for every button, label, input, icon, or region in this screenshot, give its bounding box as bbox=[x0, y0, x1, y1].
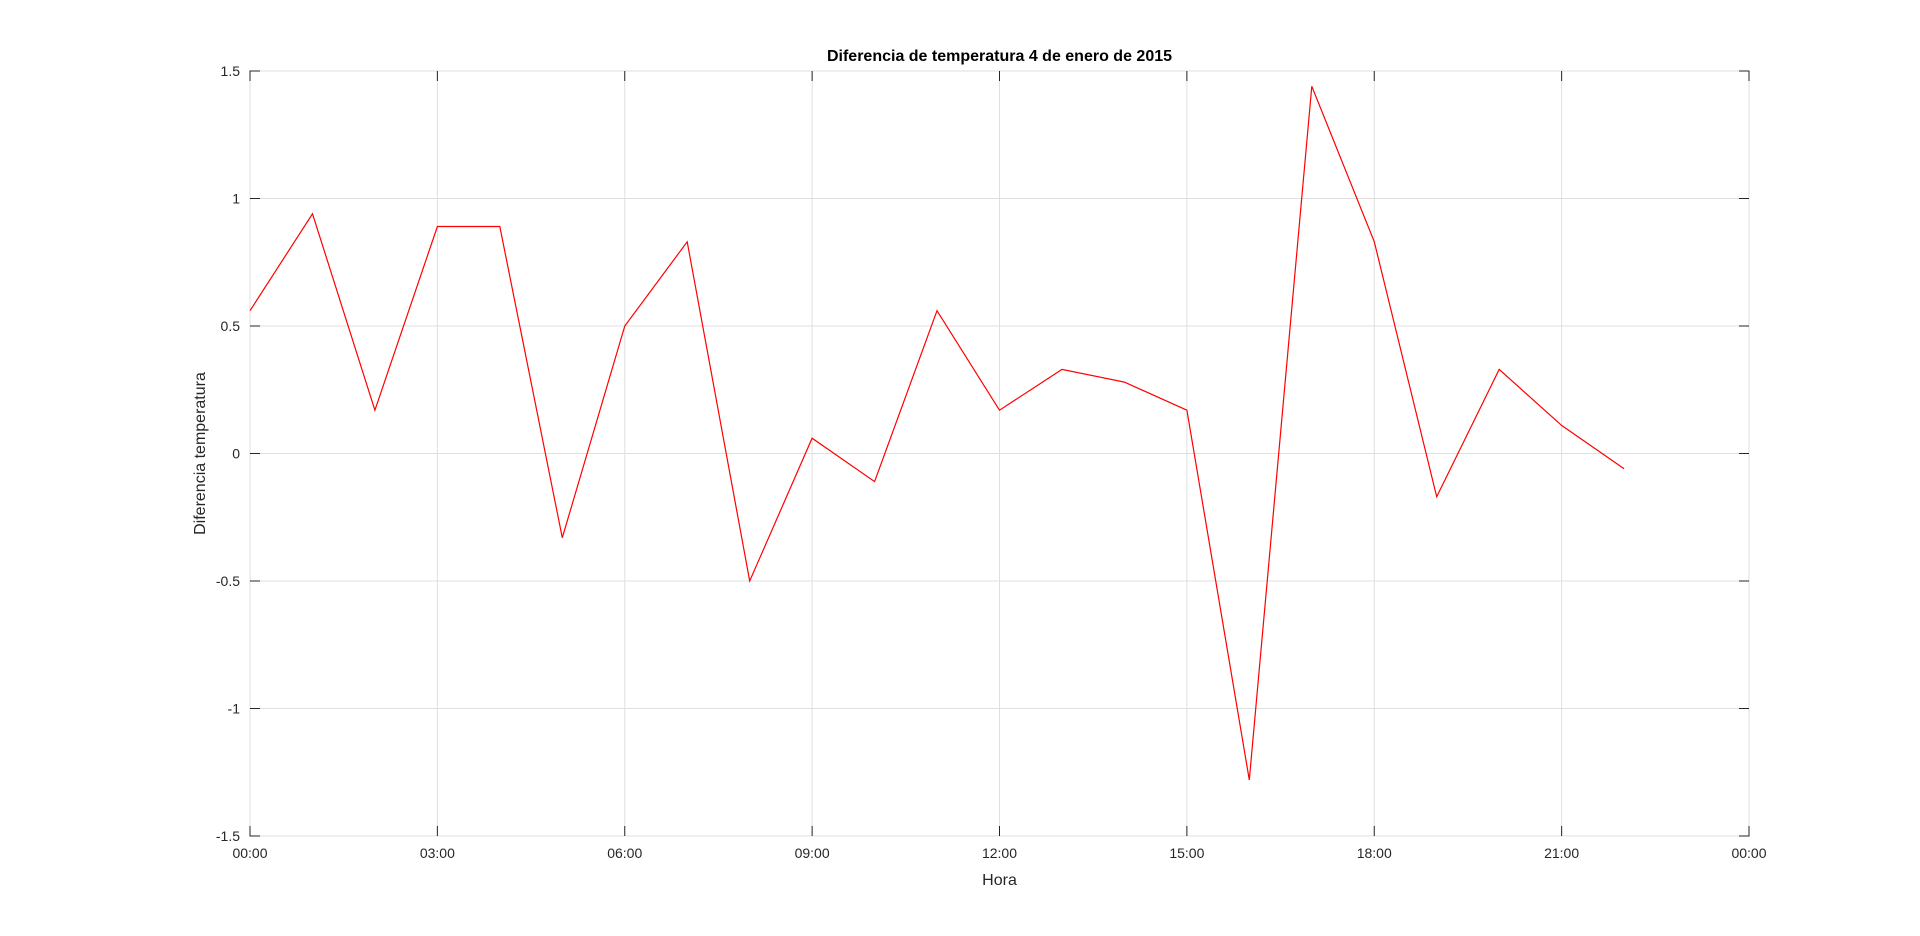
ticks: 00:00 03:00 06:00 09:00 12:00 15:00 18:00 21:00… bbox=[216, 63, 1767, 861]
y-tick-label: 0.5 bbox=[221, 318, 241, 334]
series-line bbox=[249, 86, 1625, 780]
x-tick-label: 12:00 bbox=[982, 845, 1017, 861]
x-axis-label: Hora bbox=[982, 872, 1017, 889]
x-tick-label: 06:00 bbox=[607, 845, 642, 861]
x-tick-label: 18:00 bbox=[1357, 845, 1392, 861]
x-tick-label: 15:00 bbox=[1169, 845, 1204, 861]
y-tick-label: -0.5 bbox=[216, 573, 240, 589]
y-tick-label: -1 bbox=[228, 701, 241, 717]
x-tick-label: 21:00 bbox=[1544, 845, 1579, 861]
y-axis-label: Diferencia temperatura bbox=[192, 372, 209, 535]
series-layer bbox=[249, 86, 1625, 780]
y-tick-label: 0 bbox=[232, 446, 240, 462]
x-tick-label: 03:00 bbox=[420, 845, 455, 861]
chart-title: Diferencia de temperatura 4 de enero de … bbox=[827, 48, 1172, 65]
x-tick-label: 09:00 bbox=[795, 845, 830, 861]
y-tick-label: 1.5 bbox=[221, 63, 241, 79]
y-tick-label: -1.5 bbox=[216, 828, 240, 844]
y-tick-label: 1 bbox=[232, 191, 240, 207]
x-tick-label: 00:00 bbox=[232, 845, 267, 861]
x-tick-label: 00:00 bbox=[1731, 845, 1766, 861]
